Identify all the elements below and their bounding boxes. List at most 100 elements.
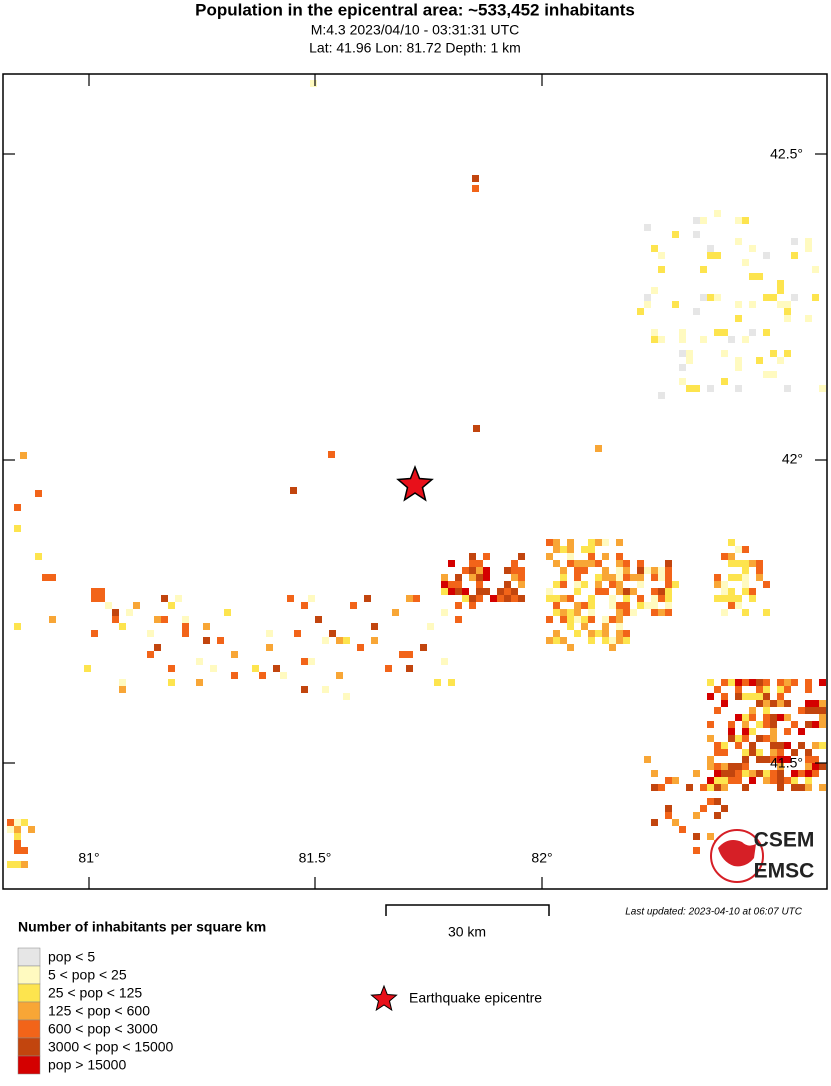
- population-cell: [616, 637, 623, 644]
- population-cell: [476, 567, 483, 574]
- population-cell: [623, 588, 630, 595]
- population-cell: [805, 749, 812, 756]
- population-cell: [595, 445, 602, 452]
- population-cell: [735, 560, 742, 567]
- legend-label: pop > 15000: [48, 1057, 126, 1073]
- population-cell: [651, 595, 658, 602]
- population-cell: [560, 609, 567, 616]
- population-cell: [805, 245, 812, 252]
- population-cell: [560, 546, 567, 553]
- population-cell: [553, 539, 560, 546]
- population-cell: [791, 252, 798, 259]
- population-cell: [756, 686, 763, 693]
- population-cell: [721, 350, 728, 357]
- population-cell: [819, 700, 826, 707]
- population-cell: [595, 574, 602, 581]
- population-cell: [770, 742, 777, 749]
- population-cell: [567, 539, 574, 546]
- population-cell: [756, 567, 763, 574]
- population-cell: [168, 679, 175, 686]
- population-cell: [14, 847, 21, 854]
- population-cell: [700, 336, 707, 343]
- legend-swatch: [17, 983, 41, 1003]
- population-cell: [483, 553, 490, 560]
- population-cell: [518, 553, 525, 560]
- population-cell: [672, 231, 679, 238]
- population-cell: [287, 595, 294, 602]
- population-cell: [665, 588, 672, 595]
- population-cell: [91, 630, 98, 637]
- event-info: M:4.3 2023/04/10 - 03:31:31 UTC: [311, 22, 520, 38]
- population-cell: [595, 560, 602, 567]
- population-cell: [665, 595, 672, 602]
- population-cell: [784, 742, 791, 749]
- population-cell: [721, 763, 728, 770]
- epicentre-star: [396, 464, 434, 502]
- population-cell: [721, 742, 728, 749]
- population-cell: [420, 644, 427, 651]
- population-cell: [14, 826, 21, 833]
- population-cell: [581, 616, 588, 623]
- population-cell: [679, 378, 686, 385]
- population-cell: [707, 784, 714, 791]
- population-cell: [714, 777, 721, 784]
- population-cell: [805, 700, 812, 707]
- population-cell: [742, 763, 749, 770]
- population-cell: [588, 553, 595, 560]
- population-cell: [728, 336, 735, 343]
- population-cell: [735, 735, 742, 742]
- population-cell: [476, 560, 483, 567]
- population-cell: [742, 693, 749, 700]
- population-cell: [119, 686, 126, 693]
- population-cell: [609, 616, 616, 623]
- population-cell: [504, 588, 511, 595]
- population-cell: [602, 616, 609, 623]
- population-cell: [651, 588, 658, 595]
- population-cell: [707, 245, 714, 252]
- population-cell: [672, 777, 679, 784]
- population-cell: [588, 602, 595, 609]
- population-cell: [7, 861, 14, 868]
- population-cell: [616, 560, 623, 567]
- population-cell: [7, 819, 14, 826]
- population-cell: [553, 637, 560, 644]
- population-cell: [658, 252, 665, 259]
- population-cell: [546, 539, 553, 546]
- population-cell: [749, 301, 756, 308]
- population-cell: [658, 336, 665, 343]
- population-cell: [203, 623, 210, 630]
- population-cell: [350, 602, 357, 609]
- population-cell: [742, 336, 749, 343]
- population-cell: [735, 777, 742, 784]
- population-cell: [749, 595, 756, 602]
- population-cell: [714, 574, 721, 581]
- lat-label: 41.5°: [770, 755, 803, 771]
- population-cell: [700, 217, 707, 224]
- population-cell: [742, 679, 749, 686]
- population-cell: [616, 567, 623, 574]
- population-cell: [637, 567, 644, 574]
- population-cell: [819, 714, 826, 721]
- population-cell: [728, 553, 735, 560]
- population-cell: [567, 546, 574, 553]
- population-cell: [763, 714, 770, 721]
- population-cell: [581, 560, 588, 567]
- population-cell: [714, 294, 721, 301]
- population-cell: [616, 602, 623, 609]
- population-cell: [805, 315, 812, 322]
- population-cell: [756, 273, 763, 280]
- population-cell: [182, 616, 189, 623]
- population-cell: [798, 728, 805, 735]
- population-cell: [448, 679, 455, 686]
- population-cell: [630, 609, 637, 616]
- population-cell: [735, 357, 742, 364]
- population-cell: [588, 546, 595, 553]
- population-cell: [259, 672, 266, 679]
- population-cell: [476, 574, 483, 581]
- population-cell: [399, 651, 406, 658]
- population-cell: [707, 763, 714, 770]
- population-cell: [742, 560, 749, 567]
- population-cell: [784, 686, 791, 693]
- population-cell: [728, 735, 735, 742]
- population-cell: [462, 595, 469, 602]
